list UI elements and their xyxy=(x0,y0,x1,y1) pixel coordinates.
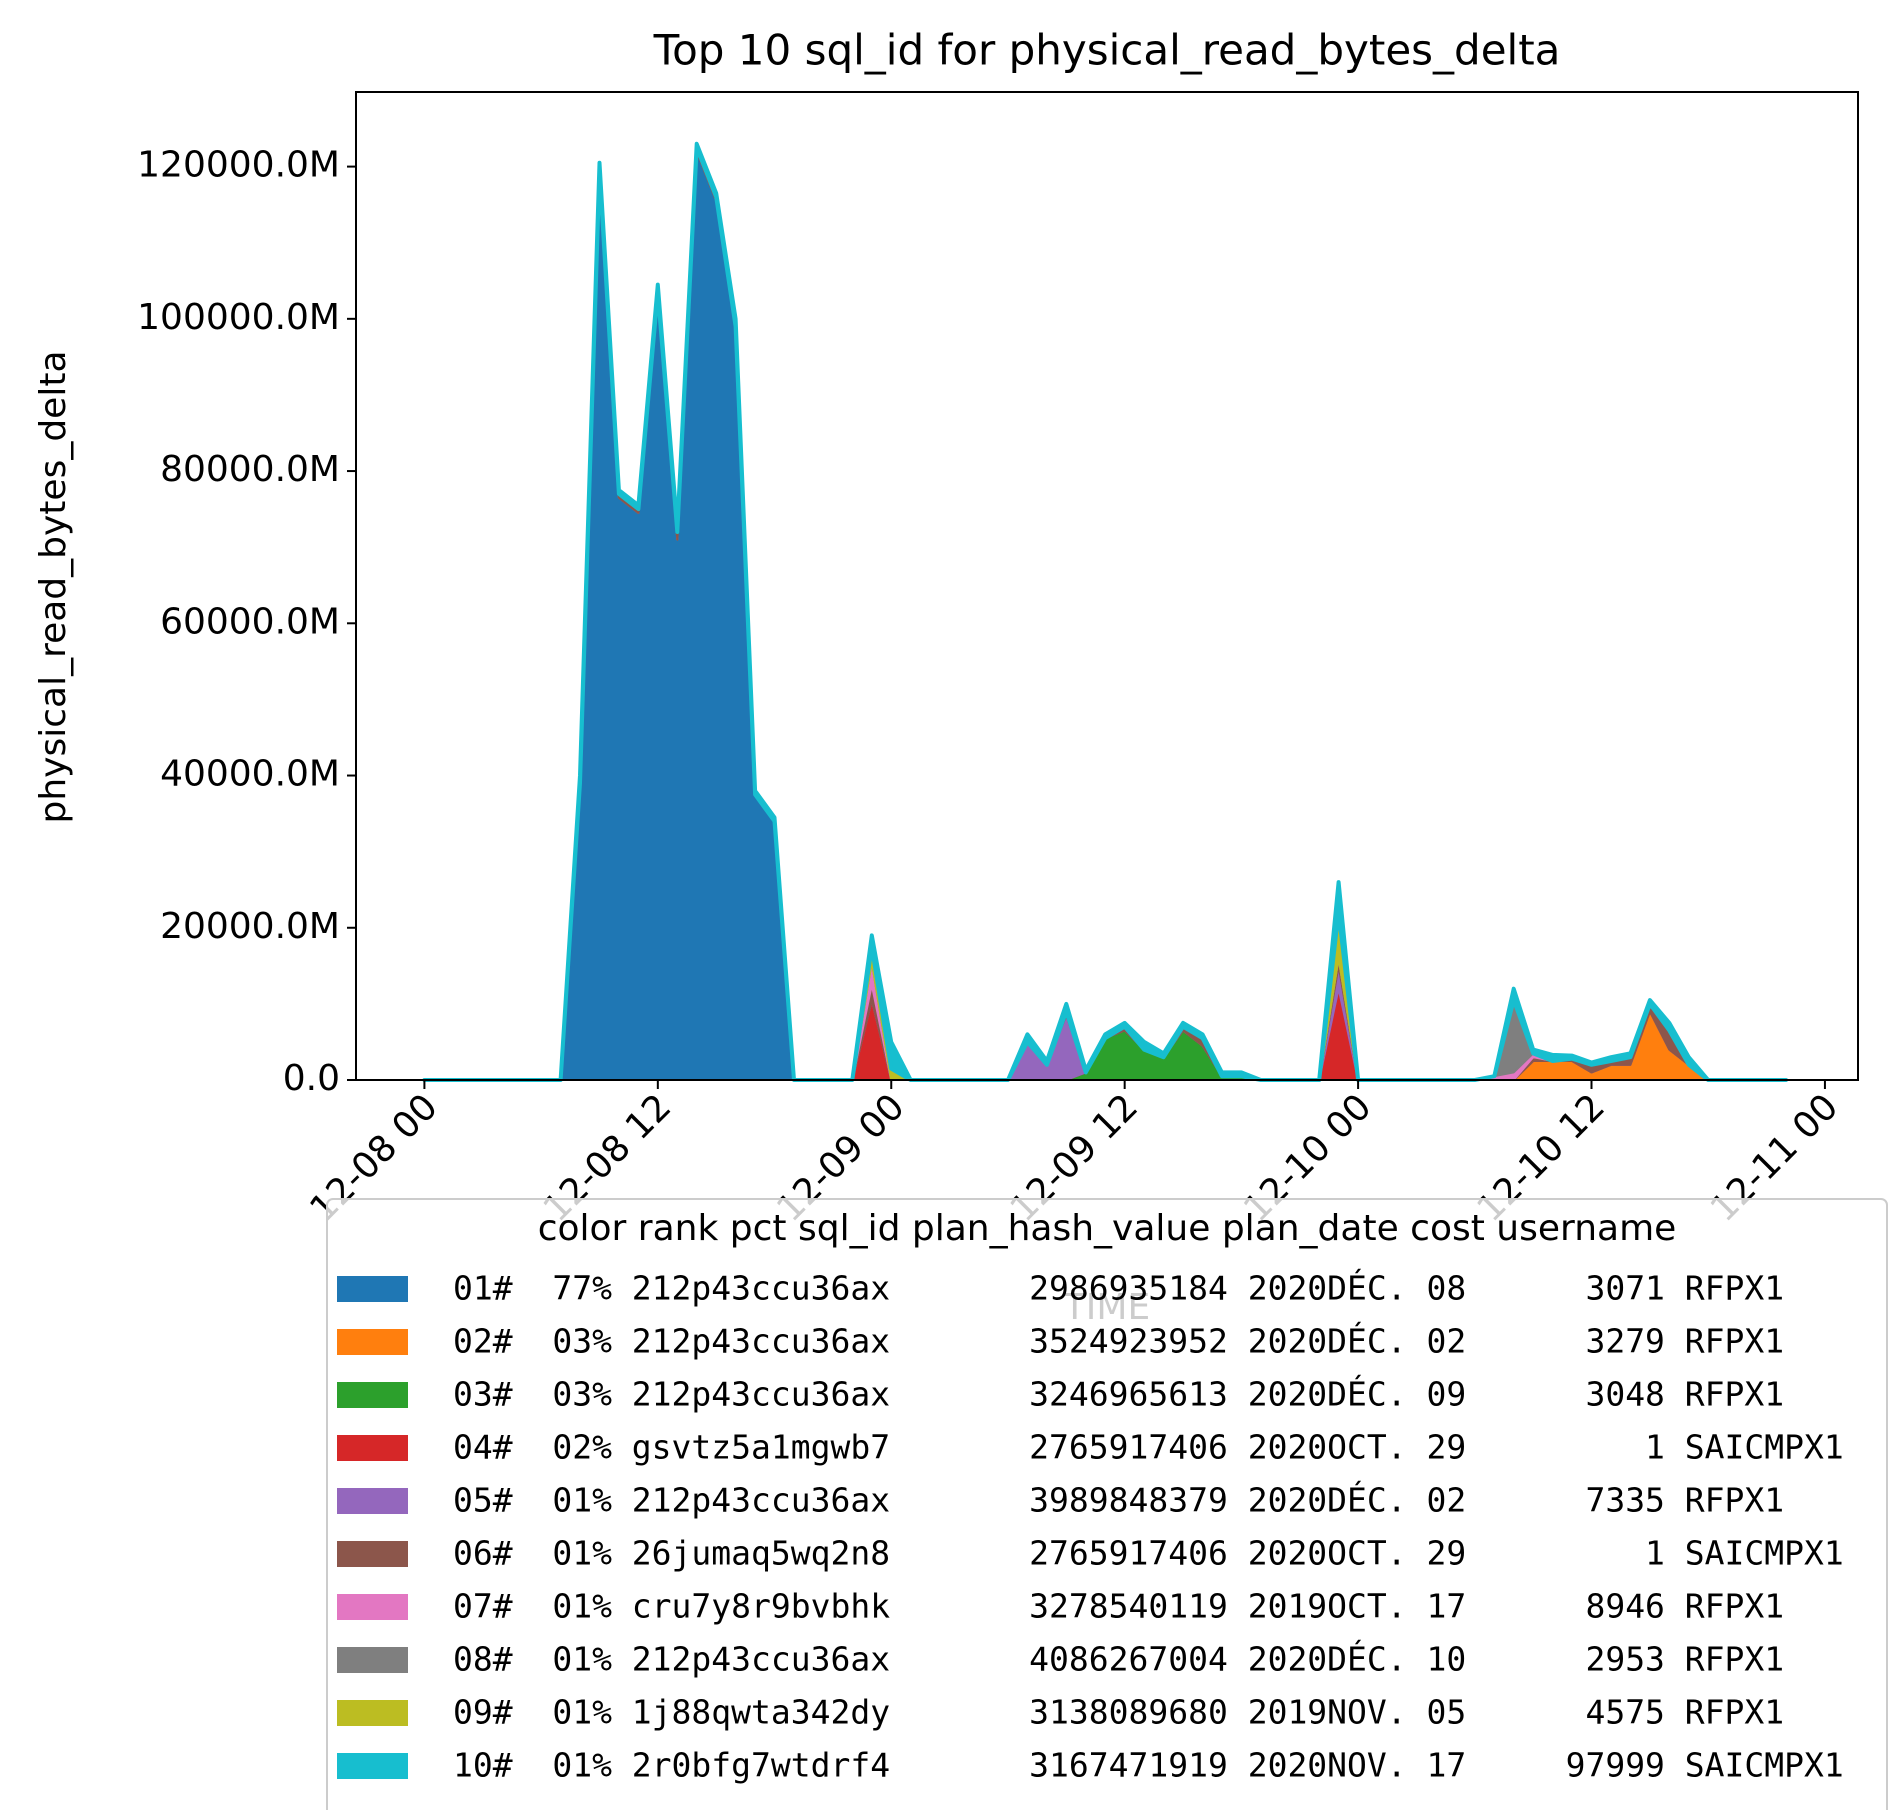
legend-swatch xyxy=(337,1488,408,1514)
legend-swatch xyxy=(337,1435,408,1461)
legend-label: 05# 01% 212p43ccu36ax 3989848379 2020DÉC… xyxy=(453,1480,1784,1520)
y-tick-label: 20000.0M xyxy=(160,906,340,947)
legend-swatch xyxy=(337,1329,408,1355)
legend-swatch xyxy=(337,1594,408,1620)
y-tick-label: 0.0 xyxy=(283,1058,340,1099)
legend-label: 10# 01% 2r0bfg7wtdrf4 3167471919 2020NOV… xyxy=(453,1746,1844,1785)
legend-swatch xyxy=(337,1276,408,1302)
legend-label: 01# 77% 212p43ccu36ax 2986935184 2020DÉC… xyxy=(453,1268,1784,1308)
legend-label: 04# 02% gsvtz5a1mgwb7 2765917406 2020OCT… xyxy=(453,1428,1844,1467)
legend-box xyxy=(326,1198,1888,1810)
y-tick-label: 80000.0M xyxy=(160,449,340,490)
chart-title: Top 10 sql_id for physical_read_bytes_de… xyxy=(653,26,1561,75)
y-axis-label: physical_read_bytes_delta xyxy=(33,350,74,823)
y-tick-label: 100000.0M xyxy=(137,297,340,338)
legend-label: 02# 03% 212p43ccu36ax 3524923952 2020DÉC… xyxy=(453,1321,1784,1361)
legend-swatch xyxy=(337,1647,408,1673)
legend-swatch xyxy=(337,1753,408,1779)
legend-title: color rank pct sql_id plan_hash_value pl… xyxy=(538,1208,1677,1249)
legend-swatch xyxy=(337,1541,408,1567)
area xyxy=(423,150,1787,1081)
legend-swatch xyxy=(337,1700,408,1726)
axes-frame xyxy=(355,91,1859,1081)
legend-swatch xyxy=(337,1382,408,1408)
y-tick-label: 40000.0M xyxy=(160,754,340,795)
legend-label: 09# 01% 1j88qwta342dy 3138089680 2019NOV… xyxy=(453,1693,1784,1732)
legend-label: 07# 01% cru7y8r9bvbhk 3278540119 2019OCT… xyxy=(453,1587,1784,1626)
legend-label: 08# 01% 212p43ccu36ax 4086267004 2020DÉC… xyxy=(453,1639,1784,1679)
y-tick-label: 120000.0M xyxy=(137,145,340,186)
legend-label: 06# 01% 26jumaq5wq2n8 2765917406 2020OCT… xyxy=(453,1534,1844,1573)
y-tick-label: 60000.0M xyxy=(160,601,340,642)
legend-label: 03# 03% 212p43ccu36ax 3246965613 2020DÉC… xyxy=(453,1374,1784,1414)
